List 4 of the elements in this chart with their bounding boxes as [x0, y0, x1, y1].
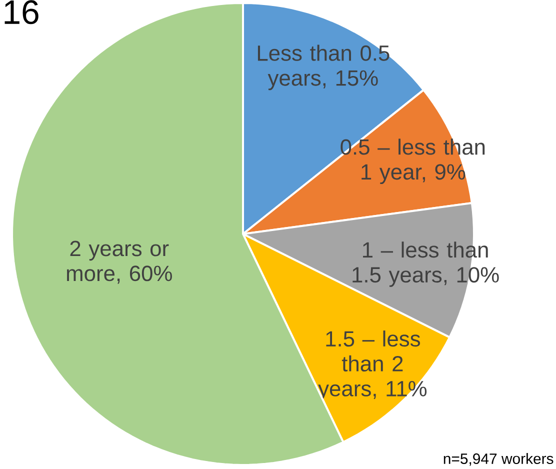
slice-label: Less than 0.5 years, 15% — [258, 44, 390, 90]
text: n=5,947 workers — [444, 453, 554, 466]
text: 16 — [4, 0, 38, 24]
slice-label: 2 years or more, 60% — [67, 240, 172, 284]
